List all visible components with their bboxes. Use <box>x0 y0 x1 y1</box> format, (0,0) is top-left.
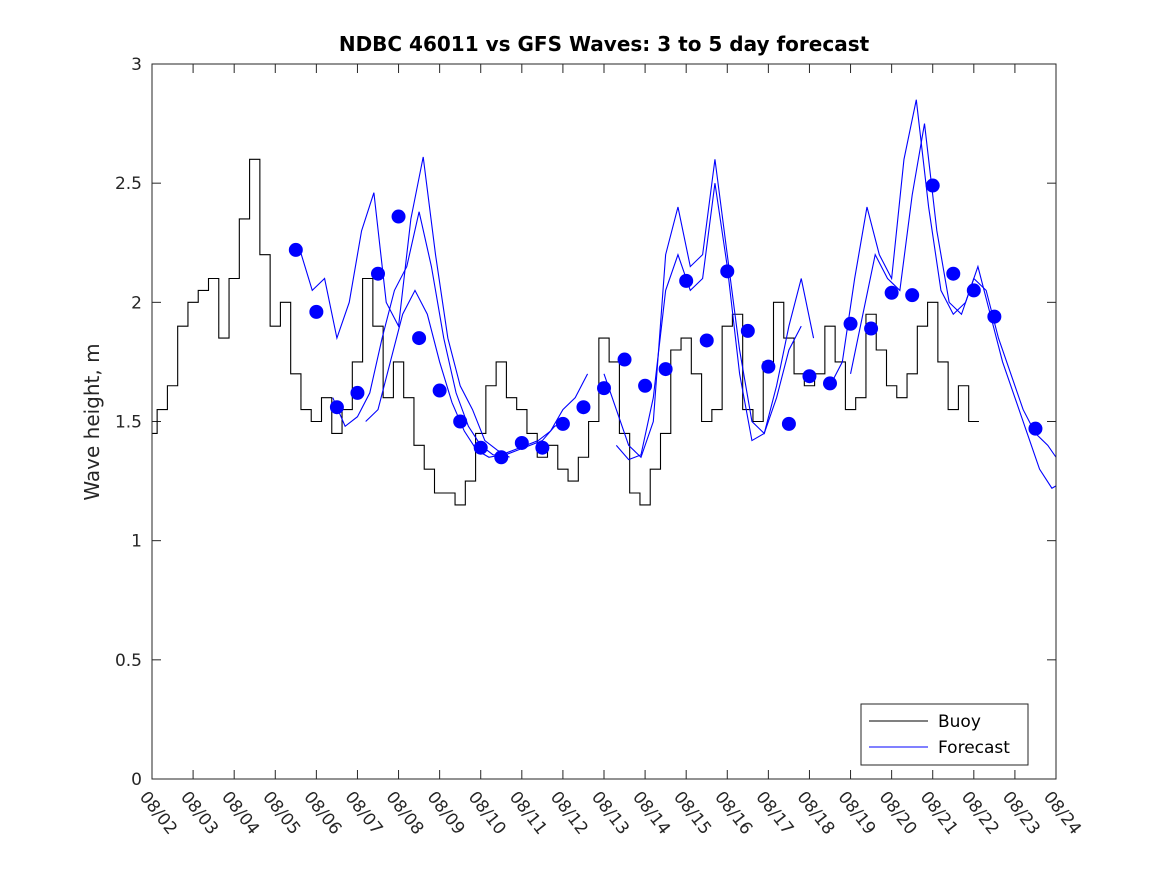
forecast-line-5 <box>615 183 802 461</box>
forecast-point <box>371 266 385 281</box>
forecast-point <box>720 264 735 279</box>
y-tick-label: 1.5 <box>115 413 142 433</box>
forecast-point <box>597 381 611 396</box>
forecast-point <box>350 385 365 400</box>
y-axis-label: Wave height, m <box>80 343 104 500</box>
chart-title: NDBC 46011 vs GFS Waves: 3 to 5 day fore… <box>339 32 870 56</box>
y-tick-label: 2 <box>131 293 142 313</box>
forecast-point <box>514 435 529 450</box>
plot-area <box>152 64 1056 779</box>
forecast-point <box>576 400 591 415</box>
forecast-point <box>843 316 858 331</box>
axes-box <box>151 63 1057 780</box>
forecast-point <box>309 304 324 319</box>
forecast-point <box>638 378 653 393</box>
forecast-point <box>740 323 755 338</box>
forecast-point <box>946 266 961 281</box>
y-tick-label: 0 <box>131 770 142 790</box>
forecast-point <box>391 209 406 224</box>
y-tick-label: 3 <box>131 55 142 75</box>
forecast-point <box>802 369 817 384</box>
buoy-line <box>152 158 979 506</box>
forecast-point <box>288 242 303 257</box>
forecast-point <box>617 352 632 367</box>
forecast-point <box>864 321 879 336</box>
forecast-point <box>1028 421 1043 436</box>
forecast-point <box>329 400 344 415</box>
forecast-point <box>535 440 550 455</box>
forecast-point <box>884 285 899 300</box>
forecast-point <box>432 383 447 398</box>
series-layer <box>152 99 1057 506</box>
forecast-line-1 <box>299 156 510 458</box>
forecast-point <box>966 283 981 298</box>
forecast-point <box>679 273 694 288</box>
forecast-line-6 <box>829 99 1057 489</box>
forecast-point <box>925 178 940 193</box>
forecast-point <box>494 450 509 465</box>
legend-buoy-label: Buoy <box>938 712 981 732</box>
forecast-line-7 <box>850 123 1057 458</box>
forecast-point <box>699 333 714 348</box>
forecast-point <box>781 416 796 431</box>
y-tick-label: 0.5 <box>115 651 142 671</box>
legend-forecast-label: Forecast <box>938 738 1010 758</box>
legend: Buoy Forecast <box>860 703 1029 766</box>
y-tick-label: 1 <box>131 532 142 552</box>
forecast-point <box>473 440 488 455</box>
forecast-point <box>823 376 837 391</box>
forecast-point <box>555 416 570 431</box>
forecast-point <box>905 288 920 303</box>
y-tick-label: 2.5 <box>115 174 142 194</box>
forecast-point <box>761 359 776 374</box>
forecast-point <box>453 414 468 429</box>
forecast-point <box>412 331 427 346</box>
forecast-point <box>987 309 1002 324</box>
forecast-point <box>658 362 673 377</box>
legend-box <box>860 703 1029 766</box>
